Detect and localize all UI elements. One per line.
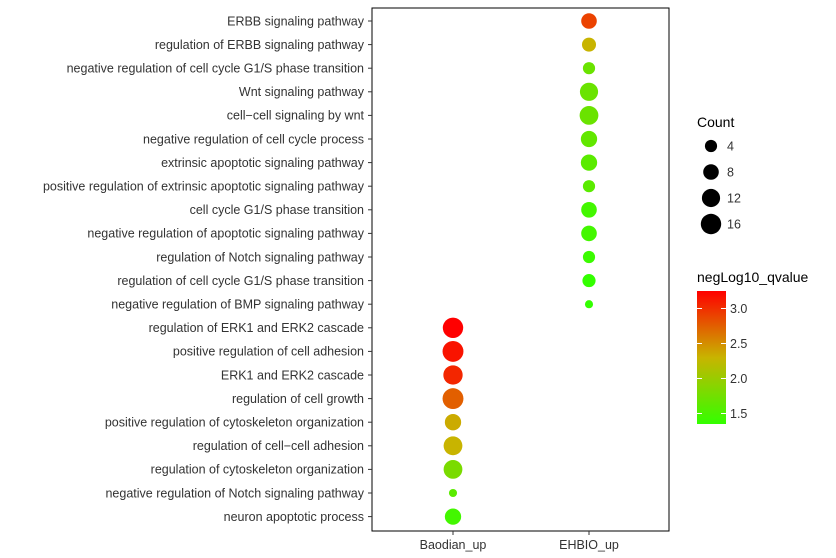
data-point [444, 414, 462, 431]
data-point [579, 82, 599, 101]
data-point [581, 225, 597, 242]
data-point [442, 340, 464, 362]
color-legend-gradient-bar [697, 291, 726, 424]
color-legend-label: 2.5 [730, 337, 747, 351]
y-tick-label: cell cycle G1/S phase transition [190, 203, 364, 217]
x-axis-ticks [452, 531, 590, 535]
color-legend-label: 2.0 [730, 372, 747, 386]
color-legend-title: negLog10_qvalue [697, 269, 809, 285]
data-point [580, 130, 598, 148]
size-legend-dot [704, 139, 718, 153]
color-legend: negLog10_qvalue 1.5 2.0 2.5 3.0 [697, 269, 809, 424]
y-tick-label: negative regulation of apoptotic signali… [87, 227, 364, 241]
data-point [582, 250, 596, 264]
y-tick-label: regulation of ERBB signaling pathway [155, 38, 365, 52]
data-point [443, 365, 463, 385]
data-point [582, 274, 596, 288]
data-point [444, 508, 462, 525]
size-legend-label: 8 [727, 166, 734, 180]
x-tick-label: EHBIO_up [559, 538, 619, 552]
size-legend-label: 4 [727, 140, 734, 154]
y-axis-ticks [368, 20, 372, 518]
color-legend-label: 1.5 [730, 407, 747, 421]
x-tick-label: Baodian_up [420, 538, 487, 552]
data-point [443, 436, 463, 456]
y-tick-label: ERBB signaling pathway [227, 14, 365, 28]
y-tick-label: regulation of ERK1 and ERK2 cascade [149, 321, 364, 335]
color-legend-label: 3.0 [730, 302, 747, 316]
y-tick-label: extrinsic apoptotic signaling pathway [161, 156, 365, 170]
size-legend-dot [703, 164, 719, 180]
data-points [442, 13, 599, 525]
y-tick-label: regulation of Notch signaling pathway [156, 250, 365, 264]
y-tick-label: regulation of cell growth [232, 392, 364, 406]
data-point [581, 13, 597, 29]
size-legend: Count 4 8 12 16 [697, 114, 741, 235]
data-point [581, 202, 597, 218]
size-legend-title: Count [697, 114, 734, 130]
data-point [579, 106, 599, 125]
size-legend-dot [700, 213, 722, 235]
y-tick-label: cell−cell signaling by wnt [227, 109, 365, 123]
y-tick-label: negative regulation of Notch signaling p… [105, 486, 364, 500]
y-tick-label: negative regulation of BMP signaling pat… [111, 298, 364, 312]
y-tick-label: negative regulation of cell cycle proces… [143, 132, 364, 146]
data-point [584, 300, 594, 309]
data-point [448, 488, 458, 498]
x-axis-labels: Baodian_up EHBIO_up [420, 538, 619, 552]
y-tick-label: positive regulation of cytoskeleton orga… [105, 416, 364, 430]
size-legend-label: 16 [727, 218, 741, 232]
data-point [443, 460, 463, 479]
y-tick-label: positive regulation of cell adhesion [173, 345, 364, 359]
y-tick-label: positive regulation of extrinsic apoptot… [43, 180, 365, 194]
size-legend-label: 12 [727, 192, 741, 206]
plot-panel [371, 7, 670, 532]
data-point [582, 62, 596, 75]
y-tick-label: negative regulation of cell cycle G1/S p… [67, 62, 364, 76]
data-point [582, 180, 596, 193]
size-legend-dot [701, 188, 721, 208]
y-tick-label: regulation of cell−cell adhesion [193, 439, 364, 453]
y-tick-label: Wnt signaling pathway [239, 85, 365, 99]
data-point [580, 154, 598, 171]
y-tick-label: ERK1 and ERK2 cascade [221, 368, 364, 382]
y-tick-label: regulation of cytoskeleton organization [151, 463, 364, 477]
y-tick-label: regulation of cell cycle G1/S phase tran… [117, 274, 364, 288]
data-point [442, 388, 464, 410]
data-point [581, 37, 597, 52]
y-axis-labels: ERBB signaling pathway regulation of ERBB… [43, 14, 365, 524]
data-point [442, 317, 464, 338]
y-tick-label: neuron apoptotic process [224, 510, 364, 524]
